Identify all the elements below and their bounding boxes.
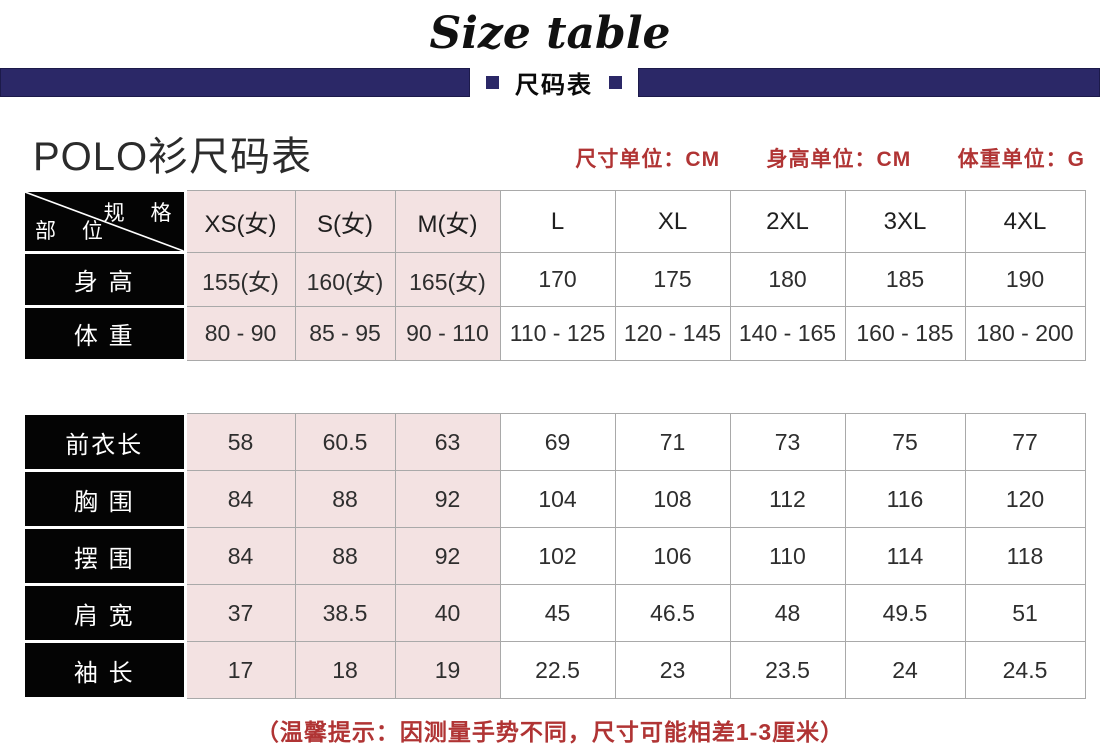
- column-header: L: [499, 190, 616, 253]
- data-cell: 180: [729, 252, 846, 307]
- footer-note: （温馨提示：因测量手势不同，尺寸可能相差1-3厘米）: [255, 719, 845, 745]
- data-cell: 19: [394, 641, 501, 699]
- row-label: 肩 宽: [25, 583, 187, 643]
- data-cell: 112: [729, 470, 846, 528]
- data-cell: 92: [394, 527, 501, 585]
- data-cell: 104: [499, 470, 616, 528]
- row-label: 体 重: [25, 305, 187, 362]
- data-cell: 46.5: [614, 584, 731, 642]
- data-cell: 24: [844, 641, 966, 699]
- data-cell: 140 - 165: [729, 306, 846, 361]
- banner-bar-left: [0, 67, 470, 97]
- page-title-english: Size table: [429, 8, 671, 59]
- data-cell: 92: [394, 470, 501, 528]
- corner-label-spec: 规 格: [103, 202, 182, 225]
- data-cell: 63: [394, 413, 501, 471]
- data-cell: 185: [844, 252, 966, 307]
- data-cell: 38.5: [294, 584, 396, 642]
- corner-label-part: 部 位: [35, 220, 113, 243]
- data-cell: 49.5: [844, 584, 966, 642]
- column-header: 2XL: [729, 190, 846, 253]
- bullet-square-icon: [609, 75, 622, 89]
- data-cell: 108: [614, 470, 731, 528]
- data-cell: 90 - 110: [394, 306, 501, 361]
- data-cell: 73: [729, 413, 846, 471]
- row-label: 胸 围: [25, 469, 187, 529]
- data-cell: 114: [844, 527, 966, 585]
- data-cell: 40: [394, 584, 501, 642]
- banner-label: 尺码表: [515, 71, 593, 99]
- data-cell: 110 - 125: [499, 306, 616, 361]
- data-cell: 17: [184, 641, 296, 699]
- diagonal-line: [25, 192, 184, 251]
- data-cell: 106: [614, 527, 731, 585]
- unit-legend: 尺寸单位：CM 身高单位：CM 体重单位：G: [533, 143, 1085, 179]
- table-row: 摆 围 84 88 92 102 106 110 114 118: [25, 526, 1086, 586]
- data-cell: 160 - 185: [844, 306, 966, 361]
- column-header: 3XL: [844, 190, 966, 253]
- section-banner: 尺码表: [0, 65, 1100, 100]
- data-cell: 120: [964, 470, 1086, 528]
- size-table-top: 规 格 部 位 XS(女) S(女) M(女) L XL 2XL 3XL 4XL 身 高 155…: [25, 189, 1086, 362]
- column-header: 4XL: [964, 190, 1086, 253]
- bullet-square-icon: [486, 75, 499, 89]
- data-cell: 80 - 90: [184, 306, 296, 361]
- data-cell: 23: [614, 641, 731, 699]
- data-cell: 18: [294, 641, 396, 699]
- data-cell: 71: [614, 413, 731, 471]
- unit-weight: 体重单位：G: [957, 148, 1085, 171]
- column-header: XL: [614, 190, 731, 253]
- data-cell: 60.5: [294, 413, 396, 471]
- row-label: 前衣长: [25, 412, 187, 472]
- data-cell: 190: [964, 252, 1086, 307]
- row-label: 摆 围: [25, 526, 187, 586]
- data-cell: 75: [844, 413, 966, 471]
- column-header: S(女): [294, 190, 396, 253]
- data-cell: 102: [499, 527, 616, 585]
- table-row: 前衣长 58 60.5 63 69 71 73 75 77: [25, 412, 1086, 472]
- data-cell: 120 - 145: [614, 306, 731, 361]
- row-label: 身 高: [25, 251, 187, 308]
- data-cell: 88: [294, 470, 396, 528]
- banner-bar-right: [638, 67, 1100, 97]
- data-cell: 180 - 200: [964, 306, 1086, 361]
- data-cell: 88: [294, 527, 396, 585]
- data-cell: 24.5: [964, 641, 1086, 699]
- data-cell: 51: [964, 584, 1086, 642]
- data-cell: 45: [499, 584, 616, 642]
- data-cell: 69: [499, 413, 616, 471]
- data-cell: 84: [184, 527, 296, 585]
- data-cell: 77: [964, 413, 1086, 471]
- table-row: 肩 宽 37 38.5 40 45 46.5 48 49.5 51: [25, 583, 1086, 643]
- data-cell: 170: [499, 252, 616, 307]
- data-cell: 48: [729, 584, 846, 642]
- data-cell: 84: [184, 470, 296, 528]
- column-header: XS(女): [184, 190, 296, 253]
- banner-center: 尺码表: [470, 65, 638, 100]
- table-row: 身 高 155(女) 160(女) 165(女) 170 175 180 185 190: [25, 251, 1086, 308]
- data-cell: 23.5: [729, 641, 846, 699]
- subheader: POLO衫尺码表 尺寸单位：CM 身高单位：CM 体重单位：G: [33, 135, 1085, 179]
- data-cell: 110: [729, 527, 846, 585]
- data-cell: 175: [614, 252, 731, 307]
- data-cell: 118: [964, 527, 1086, 585]
- column-header: M(女): [394, 190, 501, 253]
- data-cell: 160(女): [294, 252, 396, 307]
- row-label: 袖 长: [25, 640, 187, 700]
- data-cell: 37: [184, 584, 296, 642]
- unit-height: 身高单位：CM: [766, 148, 912, 171]
- unit-size: 尺寸单位：CM: [575, 148, 721, 171]
- data-cell: 58: [184, 413, 296, 471]
- table-title: POLO衫尺码表: [33, 135, 313, 179]
- data-cell: 116: [844, 470, 966, 528]
- data-cell: 165(女): [394, 252, 501, 307]
- data-cell: 85 - 95: [294, 306, 396, 361]
- table-row: 体 重 80 - 90 85 - 95 90 - 110 110 - 125 120 - …: [25, 305, 1086, 362]
- size-table-bottom: 前衣长 58 60.5 63 69 71 73 75 77 胸 围 84 88 92 104 108 112 1…: [25, 412, 1086, 700]
- corner-header-cell: 规 格 部 位: [25, 189, 187, 254]
- data-cell: 22.5: [499, 641, 616, 699]
- table-row: 胸 围 84 88 92 104 108 112 116 120: [25, 469, 1086, 529]
- data-cell: 155(女): [184, 252, 296, 307]
- table-row: 袖 长 17 18 19 22.5 23 23.5 24 24.5: [25, 640, 1086, 700]
